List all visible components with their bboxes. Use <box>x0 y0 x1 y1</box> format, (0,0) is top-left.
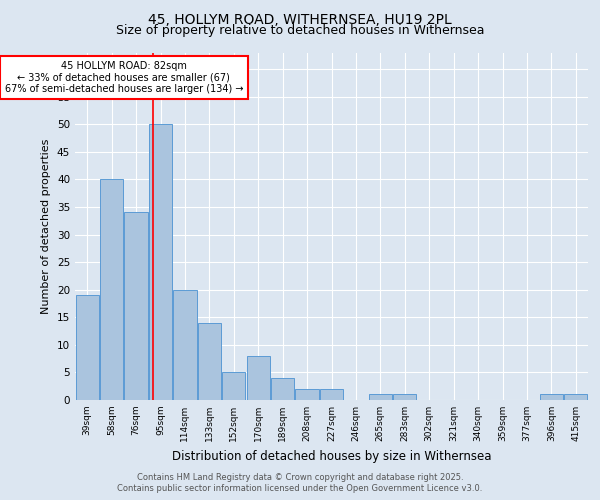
Bar <box>198 323 221 400</box>
Bar <box>320 389 343 400</box>
Bar <box>173 290 197 400</box>
Bar <box>222 372 245 400</box>
Text: 45 HOLLYM ROAD: 82sqm
← 33% of detached houses are smaller (67)
67% of semi-deta: 45 HOLLYM ROAD: 82sqm ← 33% of detached … <box>5 60 243 94</box>
Bar <box>271 378 294 400</box>
Bar <box>564 394 587 400</box>
Text: Contains public sector information licensed under the Open Government Licence v3: Contains public sector information licen… <box>118 484 482 493</box>
Text: Contains HM Land Registry data © Crown copyright and database right 2025.: Contains HM Land Registry data © Crown c… <box>137 472 463 482</box>
Bar <box>247 356 270 400</box>
Bar <box>295 389 319 400</box>
Bar <box>149 124 172 400</box>
Text: 45, HOLLYM ROAD, WITHERNSEA, HU19 2PL: 45, HOLLYM ROAD, WITHERNSEA, HU19 2PL <box>148 12 452 26</box>
Bar <box>124 212 148 400</box>
Bar <box>393 394 416 400</box>
Y-axis label: Number of detached properties: Number of detached properties <box>41 138 52 314</box>
Text: Size of property relative to detached houses in Withernsea: Size of property relative to detached ho… <box>116 24 484 37</box>
Bar <box>540 394 563 400</box>
Bar <box>100 180 123 400</box>
Bar <box>369 394 392 400</box>
X-axis label: Distribution of detached houses by size in Withernsea: Distribution of detached houses by size … <box>172 450 491 462</box>
Bar <box>76 295 99 400</box>
